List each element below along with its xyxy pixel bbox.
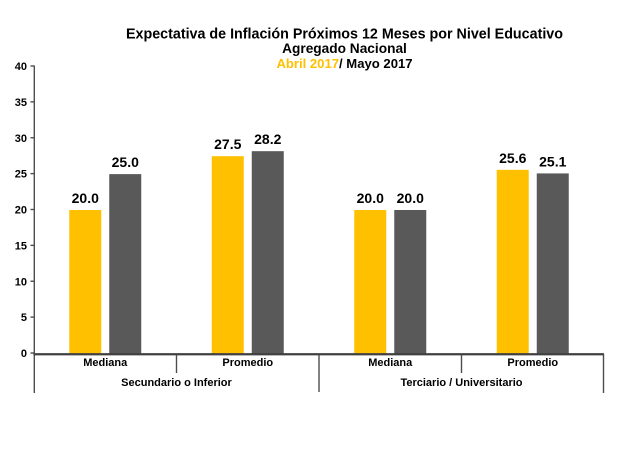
svg-text:Abril 2017/ Mayo 2017: Abril 2017/ Mayo 2017 bbox=[276, 56, 412, 71]
svg-text:20.0: 20.0 bbox=[72, 190, 99, 206]
svg-text:Mediana: Mediana bbox=[83, 357, 128, 369]
svg-text:25.6: 25.6 bbox=[499, 150, 526, 166]
svg-text:25: 25 bbox=[15, 169, 27, 181]
svg-text:10: 10 bbox=[15, 276, 27, 288]
svg-text:20.0: 20.0 bbox=[357, 190, 384, 206]
svg-text:15: 15 bbox=[15, 240, 27, 252]
svg-text:25.0: 25.0 bbox=[112, 154, 139, 170]
svg-text:35: 35 bbox=[15, 97, 27, 109]
svg-text:30: 30 bbox=[15, 133, 27, 145]
svg-text:0: 0 bbox=[21, 348, 27, 360]
svg-text:20: 20 bbox=[15, 205, 27, 217]
svg-text:25.1: 25.1 bbox=[539, 153, 566, 169]
svg-text:40: 40 bbox=[15, 61, 27, 73]
svg-text:Secundario o Inferior: Secundario o Inferior bbox=[121, 377, 232, 389]
svg-text:5: 5 bbox=[21, 312, 27, 324]
svg-text:Mediana: Mediana bbox=[368, 357, 413, 369]
svg-text:27.5: 27.5 bbox=[214, 136, 241, 152]
svg-text:Expectativa de Inflación Próxi: Expectativa de Inflación Próximos 12 Mes… bbox=[126, 27, 563, 43]
svg-text:Promedio: Promedio bbox=[507, 357, 558, 369]
svg-text:Promedio: Promedio bbox=[222, 357, 273, 369]
svg-text:20.0: 20.0 bbox=[397, 190, 424, 206]
svg-text:Agregado Nacional: Agregado Nacional bbox=[282, 41, 407, 56]
svg-text:28.2: 28.2 bbox=[254, 131, 281, 147]
svg-text:Terciario / Universitario: Terciario / Universitario bbox=[400, 377, 522, 389]
